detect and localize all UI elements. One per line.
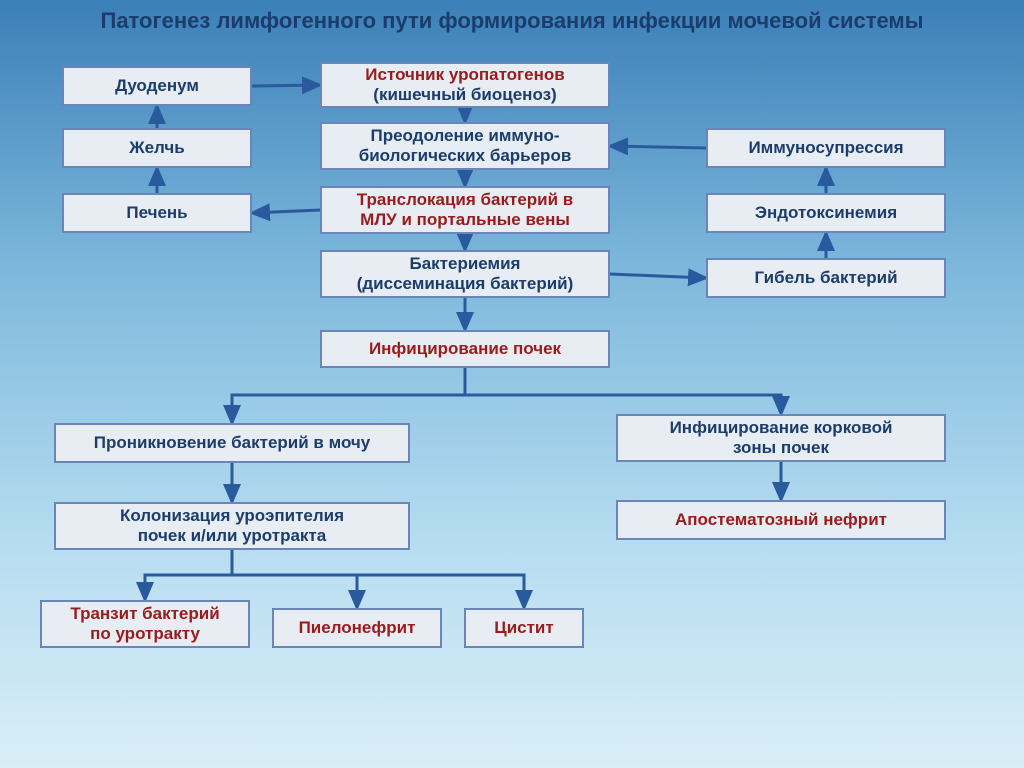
node-transit: Транзит бактерийпо уротракту bbox=[40, 600, 250, 648]
diagram-title: Патогенез лимфогенного пути формирования… bbox=[0, 0, 1024, 38]
edge-coloniz-transit bbox=[145, 550, 232, 600]
node-aposte: Апостематозный нефрит bbox=[616, 500, 946, 540]
node-label: Апостематозный нефрит bbox=[675, 510, 887, 530]
node-label: Эндотоксинемия bbox=[755, 203, 897, 223]
node-label: Печень bbox=[126, 203, 187, 223]
node-label: Иммуносупрессия bbox=[748, 138, 903, 158]
node-label: Источник уропатогенов bbox=[365, 65, 564, 85]
edge-kidneyinf-penetrate bbox=[232, 368, 465, 423]
edge-coloniz-pyelo bbox=[232, 550, 357, 608]
node-label: Транзит бактерийпо уротракту bbox=[70, 604, 219, 643]
node-label: Транслокация бактерий вМЛУ и портальные … bbox=[357, 190, 573, 229]
node-endotox: Эндотоксинемия bbox=[706, 193, 946, 233]
node-death: Гибель бактерий bbox=[706, 258, 946, 298]
node-pyelo: Пиелонефрит bbox=[272, 608, 442, 648]
edge-coloniz-cystitis bbox=[232, 550, 524, 608]
node-sublabel: (диссеминация бактерий) bbox=[357, 274, 574, 294]
node-penetrate: Проникновение бактерий в мочу bbox=[54, 423, 410, 463]
node-label: Инфицирование корковойзоны почек bbox=[670, 418, 893, 457]
node-label: Цистит bbox=[494, 618, 553, 638]
node-bile: Желчь bbox=[62, 128, 252, 168]
node-barriers: Преодоление иммуно-биологических барьеро… bbox=[320, 122, 610, 170]
node-label: Инфицирование почек bbox=[369, 339, 561, 359]
edge-immunosupp-barriers bbox=[610, 146, 706, 148]
node-label: Дуоденум bbox=[115, 76, 199, 96]
node-label: Преодоление иммуно-биологических барьеро… bbox=[359, 126, 572, 165]
node-label: Бактериемия bbox=[410, 254, 521, 274]
node-duodenum: Дуоденум bbox=[62, 66, 252, 106]
node-label: Желчь bbox=[129, 138, 185, 158]
node-kidneyinf: Инфицирование почек bbox=[320, 330, 610, 368]
node-bacteremia: Бактериемия(диссеминация бактерий) bbox=[320, 250, 610, 298]
edge-duodenum-source bbox=[252, 85, 320, 86]
node-coloniz: Колонизация уроэпителияпочек и/или уротр… bbox=[54, 502, 410, 550]
node-label: Колонизация уроэпителияпочек и/или уротр… bbox=[120, 506, 344, 545]
node-cortical: Инфицирование корковойзоны почек bbox=[616, 414, 946, 462]
node-source: Источник уропатогенов(кишечный биоценоз) bbox=[320, 62, 610, 108]
edge-kidneyinf-cortical bbox=[465, 368, 781, 414]
node-label: Гибель бактерий bbox=[754, 268, 897, 288]
node-transloc: Транслокация бактерий вМЛУ и портальные … bbox=[320, 186, 610, 234]
edge-bacteremia-death bbox=[610, 274, 706, 278]
node-label: Проникновение бактерий в мочу bbox=[94, 433, 371, 453]
edge-transloc-liver bbox=[252, 210, 320, 213]
node-immunosupp: Иммуносупрессия bbox=[706, 128, 946, 168]
arrows-layer bbox=[0, 0, 1024, 768]
node-sublabel: (кишечный биоценоз) bbox=[373, 85, 556, 105]
node-cystitis: Цистит bbox=[464, 608, 584, 648]
node-liver: Печень bbox=[62, 193, 252, 233]
node-label: Пиелонефрит bbox=[299, 618, 416, 638]
